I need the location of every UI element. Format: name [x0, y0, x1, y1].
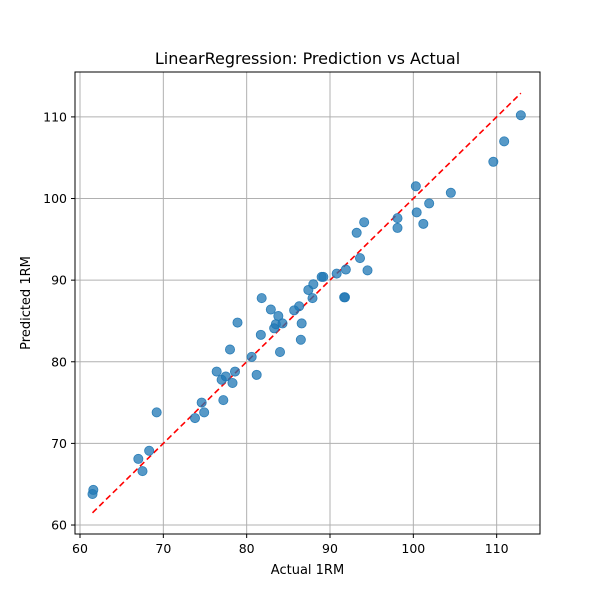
data-point [410, 181, 421, 192]
x-axis-ticks: 60 70 80 90 100 110 [72, 534, 509, 556]
data-point [331, 268, 342, 279]
y-axis-ticks: 60 70 80 90 100 110 [43, 109, 75, 533]
data-point [88, 484, 99, 495]
data-point [359, 217, 370, 228]
y-tick-label: 70 [51, 436, 67, 451]
plot-frame [74, 71, 541, 535]
x-tick-label: 80 [239, 541, 255, 556]
y-tick-label: 60 [51, 518, 67, 533]
chart-title: LinearRegression: Prediction vs Actual [155, 49, 460, 68]
data-point [255, 329, 266, 340]
data-point [351, 227, 362, 238]
data-point [308, 279, 319, 290]
data-point [499, 136, 510, 147]
data-point [189, 413, 200, 424]
y-axis-label: Predicted 1RM [19, 256, 34, 350]
grid [75, 72, 540, 534]
x-tick-label: 110 [485, 541, 509, 556]
data-point [294, 301, 305, 312]
data-point [137, 466, 148, 477]
data-point [218, 395, 229, 406]
data-point [307, 293, 318, 304]
data-point [251, 369, 262, 380]
data-point [296, 318, 307, 329]
x-tick-label: 100 [401, 541, 425, 556]
x-tick-label: 60 [72, 541, 88, 556]
reference-line-layer [91, 92, 522, 514]
data-point [445, 187, 456, 198]
data-point [274, 346, 285, 357]
data-points [87, 110, 526, 500]
data-point [151, 407, 162, 418]
data-point [227, 377, 238, 388]
x-tick-label: 90 [322, 541, 338, 556]
data-point [144, 445, 155, 456]
data-point [196, 397, 207, 408]
y-tick-label: 80 [51, 354, 67, 369]
data-point [133, 453, 144, 464]
data-point [246, 351, 257, 362]
data-point [277, 318, 288, 329]
data-point [340, 264, 351, 275]
data-point [392, 222, 403, 233]
data-point [515, 110, 526, 121]
data-point [295, 334, 306, 345]
data-point [232, 317, 243, 328]
data-point [339, 292, 350, 303]
y-tick-label: 100 [43, 191, 67, 206]
data-point [229, 366, 240, 377]
data-point [220, 371, 231, 382]
data-point [424, 198, 435, 209]
data-point [224, 344, 235, 355]
data-point [265, 304, 276, 315]
x-tick-label: 70 [155, 541, 171, 556]
data-point [362, 265, 373, 276]
y-tick-label: 110 [43, 109, 67, 124]
x-axis-label: Actual 1RM [271, 563, 344, 578]
data-point [392, 213, 403, 224]
data-point [199, 407, 210, 418]
data-point [418, 218, 429, 229]
data-point [318, 271, 329, 282]
y-tick-label: 90 [51, 273, 67, 288]
data-point [488, 156, 499, 167]
data-point [211, 366, 222, 377]
data-point [354, 253, 365, 264]
data-point [256, 293, 267, 304]
data-point [411, 207, 422, 218]
ideal-fit-line [91, 92, 522, 514]
